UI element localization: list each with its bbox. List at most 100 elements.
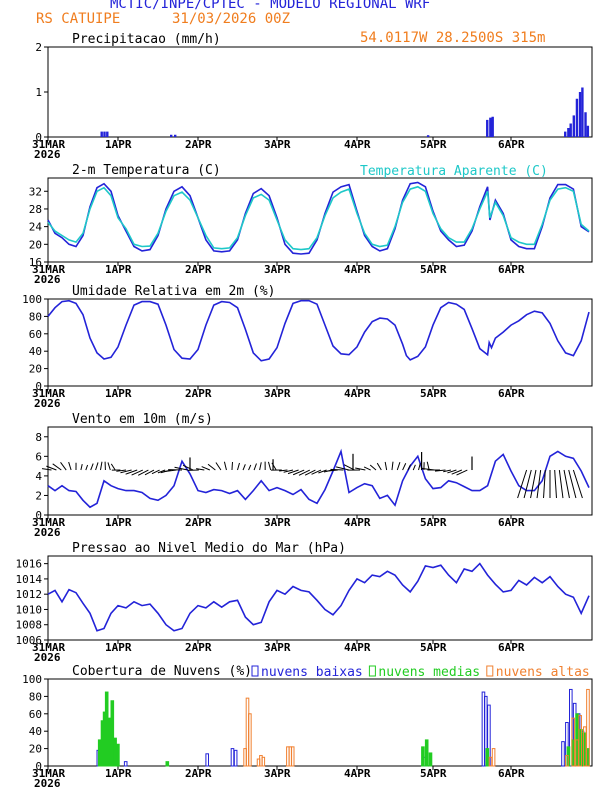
y-tick-label: 16 xyxy=(29,256,42,269)
cloud-bar-nuvens-altas xyxy=(565,755,569,767)
wind-arrow xyxy=(85,464,89,471)
x-tick-label: 4APR xyxy=(344,263,371,276)
x-tick-label: 6APR xyxy=(498,387,525,400)
y-tick-label: 60 xyxy=(29,708,42,721)
header-title: MCTIC/INPE/CPTEC - MODELO REGIONAL WRF xyxy=(110,0,431,12)
x-tick-label: 1APR xyxy=(105,516,132,529)
series-line-vento xyxy=(47,448,590,509)
y-tick-label: 20 xyxy=(29,238,42,251)
wind-arrow xyxy=(456,469,468,476)
x-tick-label: 5APR xyxy=(420,138,447,151)
x-tick-label: 5APR xyxy=(420,263,447,276)
y-tick-label: 20 xyxy=(29,363,42,376)
wind-arrow xyxy=(292,469,305,476)
wind-arrow xyxy=(543,469,546,499)
x-tick-label: 2APR xyxy=(185,138,212,151)
wind-arrow xyxy=(298,469,311,476)
panel-0: Precipitacao (mm/h) 0 1 2 31MAR 1APR 2APR 3APR 4… xyxy=(32,32,593,161)
y-tick-label: 40 xyxy=(29,725,42,738)
panel-4: Pressao ao Nivel Medio do Mar (hPa) 1006 1… xyxy=(16,541,593,664)
wind-arrow xyxy=(304,469,316,476)
wind-arrow xyxy=(68,461,72,471)
y-tick-label: 0 xyxy=(35,380,42,393)
y-tick-label: 1016 xyxy=(16,558,43,571)
wind-arrow xyxy=(253,463,257,471)
cloud-bar-nuvens-baixas xyxy=(230,748,235,767)
cloud-bar-nuvens-altas xyxy=(583,726,587,767)
wind-arrow xyxy=(335,466,350,471)
wind-arrow xyxy=(451,469,463,475)
wind-arrow xyxy=(201,466,211,471)
precip-bar xyxy=(581,87,584,137)
panel-title: Precipitacao (mm/h) xyxy=(72,32,221,47)
x-tick-label: 31MAR xyxy=(32,767,65,780)
precip-bar xyxy=(586,125,590,137)
x-tick-label: 6APR xyxy=(498,138,525,151)
x-tick-label: 31MAR xyxy=(32,263,65,276)
y-tick-label: 1008 xyxy=(16,619,43,632)
wind-arrow xyxy=(231,461,233,471)
y-tick-label: 6 xyxy=(35,450,42,463)
wind-arrow xyxy=(318,469,327,474)
x-tick-label: 3APR xyxy=(264,138,291,151)
wind-arrow xyxy=(174,466,188,471)
wind-arrow xyxy=(46,465,57,471)
cloud-bar-nuvens-altas xyxy=(578,715,582,767)
cloud-bar-nuvens-medias xyxy=(424,739,429,767)
y-tick-label: 1010 xyxy=(16,603,43,616)
x-tick-label: 1APR xyxy=(105,387,132,400)
x-tick-label: 4APR xyxy=(344,138,371,151)
x-tick-label: 1APR xyxy=(105,641,132,654)
precip-bar xyxy=(564,131,567,137)
x-tick-label: 2APR xyxy=(185,767,212,780)
y-tick-label: 2 xyxy=(35,41,42,54)
wind-arrow xyxy=(572,469,583,499)
plot-frame xyxy=(47,678,593,767)
x-year-label: 2026 xyxy=(34,273,61,286)
precip-bar xyxy=(103,131,106,137)
legend-swatch xyxy=(486,665,494,677)
x-tick-label: 6APR xyxy=(498,641,525,654)
cloud-bar-nuvens-baixas xyxy=(233,749,238,767)
panel-title: Umidade Relativa em 2m (%) xyxy=(72,284,276,299)
x-year-label: 2026 xyxy=(34,777,61,790)
cloud-bar-nuvens-altas xyxy=(261,756,266,767)
x-tick-label: 31MAR xyxy=(32,516,65,529)
y-tick-label: 2 xyxy=(35,489,42,502)
wind-arrow xyxy=(52,463,62,471)
precip-bar xyxy=(106,131,109,137)
wind-arrow xyxy=(396,462,401,471)
precip-bar xyxy=(170,134,173,137)
plot-frame xyxy=(47,177,593,263)
wind-arrow xyxy=(223,461,227,471)
x-tick-label: 31MAR xyxy=(32,138,65,151)
wind-arrow xyxy=(157,469,166,474)
wind-arrow xyxy=(107,462,111,471)
x-year-label: 2026 xyxy=(34,651,61,664)
y-tick-label: 1 xyxy=(35,86,42,99)
wind-arrow xyxy=(558,469,564,499)
y-tick-label: 40 xyxy=(29,345,42,358)
wind-arrow xyxy=(554,469,557,499)
cloud-bar-nuvens-medias xyxy=(113,737,117,767)
x-tick-label: 3APR xyxy=(264,516,291,529)
panel-title: Pressao ao Nivel Medio do Mar (hPa) xyxy=(72,541,346,556)
y-tick-label: 80 xyxy=(29,310,42,323)
wind-arrow xyxy=(369,464,377,471)
plot-frame xyxy=(47,298,593,387)
panel-title: Cobertura de Nuvens (%) xyxy=(72,664,252,679)
wind-arrow xyxy=(182,464,194,471)
precip-bar xyxy=(584,112,587,137)
cloud-bar-nuvens-medias xyxy=(165,761,170,767)
cloud-bar-nuvens-baixas xyxy=(123,761,128,767)
series-line-temperatura xyxy=(47,181,590,255)
x-tick-label: 6APR xyxy=(498,767,525,780)
cloud-bar-nuvens-medias xyxy=(97,739,102,767)
precip-bar xyxy=(578,92,582,137)
wind-arrow xyxy=(144,469,155,476)
wind-arrow xyxy=(330,468,344,471)
x-tick-label: 5APR xyxy=(420,516,447,529)
cloud-bar-nuvens-altas xyxy=(488,756,493,767)
cloud-bar-nuvens-medias xyxy=(485,748,490,767)
series-line-pressao xyxy=(47,562,590,632)
